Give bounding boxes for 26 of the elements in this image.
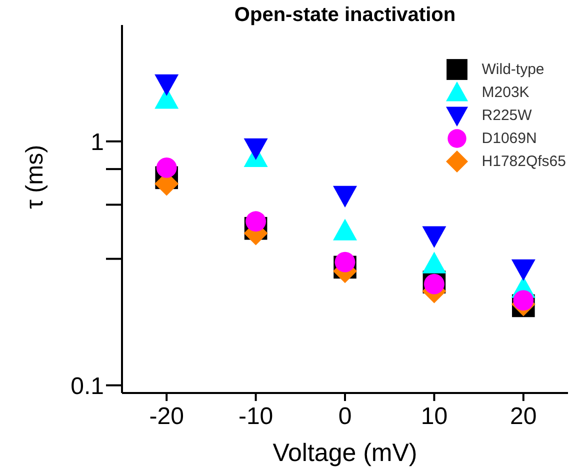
legend-label: R225W [482,107,532,124]
point [513,290,534,311]
x-tick-label: 20 [510,403,537,430]
x-tick-label: 10 [420,403,448,430]
point [422,226,446,248]
legend-label: Wild-type [482,61,544,78]
x-tick-label: -10 [238,403,274,430]
point [334,252,356,272]
point [244,138,268,160]
point [246,211,266,232]
y-axis-title: τ (ms) [22,144,49,209]
point [422,252,446,274]
legend-label: D1069N [482,130,537,147]
point [511,259,536,281]
legend-label: M203K [482,84,530,101]
x-tick-label: 0 [338,403,352,430]
point [156,158,177,178]
legend-label: H1782Qfs65 [482,153,566,170]
point [154,74,179,96]
x-axis-title: Voltage (mV) [272,439,418,467]
x-tick-label: -20 [149,403,184,430]
chart-title: Open-state inactivation [233,4,457,27]
point [333,186,357,208]
y-tick-label: 0.1 [70,372,104,400]
y-tick-label: 1 [90,128,104,156]
point [333,218,357,240]
